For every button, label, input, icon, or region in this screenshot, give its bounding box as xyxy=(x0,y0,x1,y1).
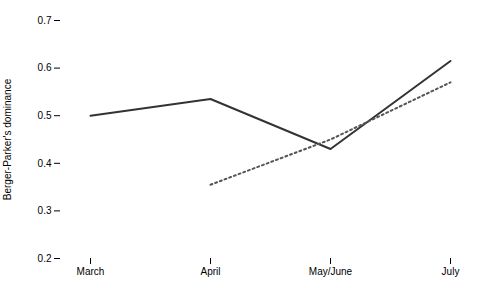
svg-text:0.4: 0.4 xyxy=(38,158,52,169)
svg-text:April: April xyxy=(200,266,220,277)
svg-text:0.7: 0.7 xyxy=(38,15,52,26)
svg-text:Berger-Parker's dominance: Berger-Parker's dominance xyxy=(2,78,13,200)
svg-text:0.2: 0.2 xyxy=(38,253,52,264)
svg-text:May/June: May/June xyxy=(309,266,353,277)
svg-text:0.3: 0.3 xyxy=(38,205,52,216)
svg-text:July: July xyxy=(442,266,460,277)
svg-text:0.6: 0.6 xyxy=(38,62,52,73)
svg-text:March: March xyxy=(77,266,105,277)
svg-text:0.5: 0.5 xyxy=(38,110,52,121)
